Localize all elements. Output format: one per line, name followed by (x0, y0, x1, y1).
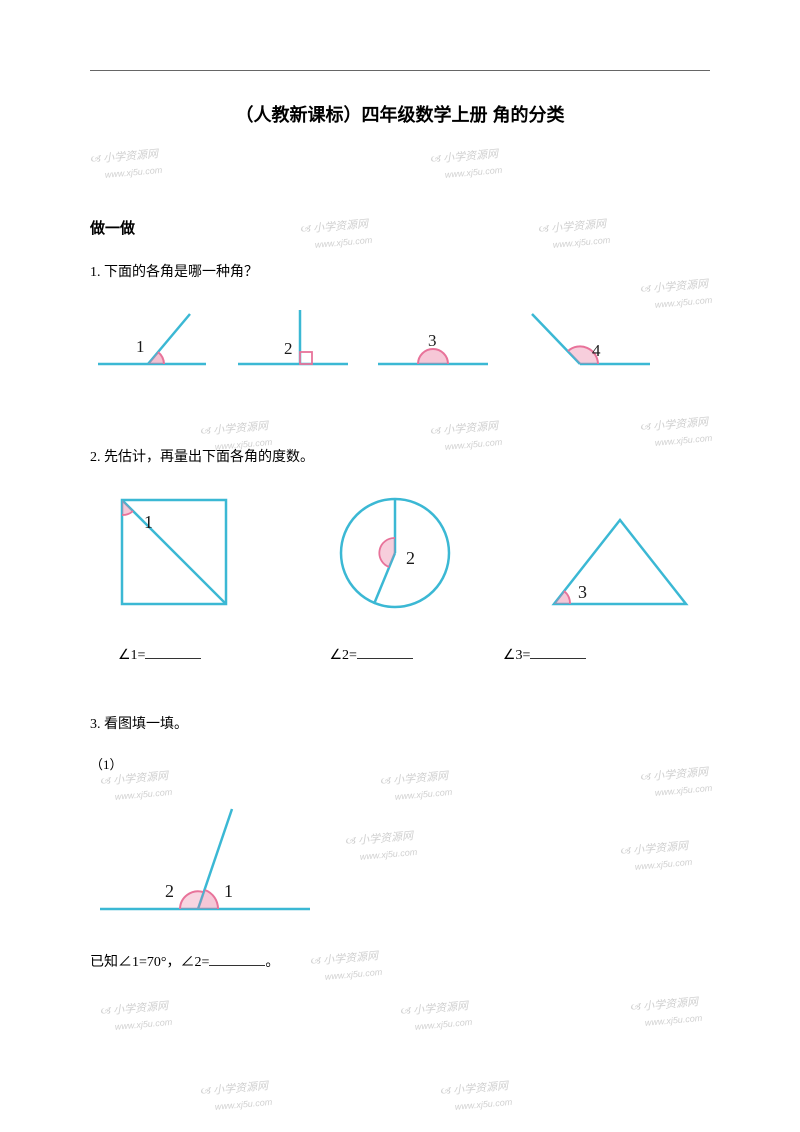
blank-3 (530, 645, 586, 659)
watermark: 🙢小学资源网www.xj5u.com (429, 145, 503, 182)
watermark: 🙢小学资源网www.xj5u.com (99, 997, 173, 1034)
q2-text: 2. 先估计，再量出下面各角的度数。 (90, 447, 710, 469)
section-heading: 做一做 (90, 217, 710, 238)
q1-figure-1: 1 (90, 302, 220, 387)
q1-figure-4: 4 (510, 302, 660, 387)
svg-text:2: 2 (406, 548, 415, 568)
q1-figure-2: 2 (230, 302, 360, 387)
angle-obtuse-icon: 4 (510, 302, 660, 382)
q2-figures-row: 1 2 3 (90, 488, 710, 623)
angle-acute-icon: 1 (90, 302, 220, 382)
q1-figure-3: 3 (370, 302, 500, 387)
q2-figure-3: 3 (540, 508, 700, 623)
angle-straight-icon: 3 (370, 302, 500, 382)
q2-answers-row: ∠1= ∠2= ∠3= (90, 645, 710, 664)
blank-2 (357, 645, 413, 659)
q1-text: 1. 下面的各角是哪一种角？ (90, 262, 710, 284)
q3-known-suffix: 。 (265, 955, 279, 970)
q3-text: 3. 看图填一填。 (90, 714, 710, 736)
square-diagonal-icon: 1 (110, 488, 240, 618)
watermark: 🙢小学资源网www.xj5u.com (399, 997, 473, 1034)
svg-text:1: 1 (224, 881, 233, 901)
svg-text:3: 3 (428, 331, 437, 350)
q3-figure: 2 1 (90, 791, 710, 936)
circle-sector-icon: 2 (330, 488, 460, 618)
watermark: 🙢小学资源网www.xj5u.com (629, 993, 703, 1030)
svg-text:2: 2 (284, 339, 293, 358)
q3-known-line: 已知∠1=70°，∠2= 。 (90, 952, 710, 974)
supplementary-angle-icon: 2 1 (90, 791, 320, 931)
q2-answer-1: ∠1= (118, 645, 201, 664)
q2-figure-2: 2 (330, 488, 460, 623)
watermark: 🙢小学资源网www.xj5u.com (439, 1077, 513, 1114)
svg-text:1: 1 (144, 512, 153, 532)
answer-2-label: ∠2= (329, 648, 356, 663)
angle-right-icon: 2 (230, 302, 360, 382)
svg-text:1: 1 (136, 337, 145, 356)
svg-text:2: 2 (165, 881, 174, 901)
svg-text:4: 4 (592, 341, 601, 360)
q2-figure-1: 1 (110, 488, 240, 623)
q3-blank (209, 952, 265, 966)
answer-3-label: ∠3= (503, 648, 530, 663)
answer-1-label: ∠1= (118, 648, 145, 663)
blank-1 (145, 645, 201, 659)
watermark: 🙢小学资源网www.xj5u.com (199, 1077, 273, 1114)
top-divider (90, 70, 710, 71)
svg-text:3: 3 (578, 582, 587, 602)
q1-figures-row: 1 2 3 4 (90, 302, 710, 387)
page-title: （人教新课标）四年级数学上册 角的分类 (90, 101, 710, 127)
triangle-icon: 3 (540, 508, 700, 618)
watermark: 🙢小学资源网www.xj5u.com (89, 145, 163, 182)
q2-answer-3: ∠3= (503, 645, 586, 664)
q3-sub: （1） (90, 754, 710, 773)
q2-answer-2: ∠2= (329, 645, 412, 664)
q3-known-prefix: 已知∠1=70°，∠2= (90, 955, 209, 970)
watermark: 🙢小学资源网www.xj5u.com (639, 413, 713, 450)
